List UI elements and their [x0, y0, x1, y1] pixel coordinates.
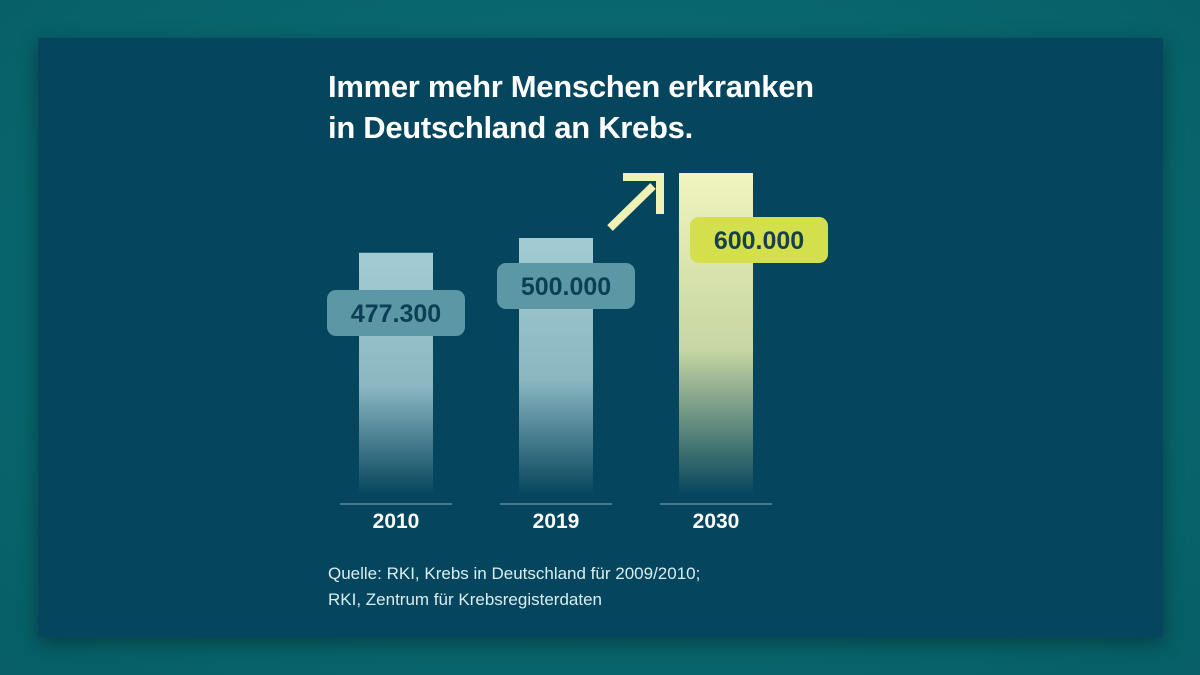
- source-line-2: RKI, Zentrum für Krebsregisterdaten: [328, 590, 603, 609]
- bar-2010: [359, 252, 433, 495]
- value-label-2019: 500.000: [521, 273, 611, 301]
- trend-arrow-head: [623, 173, 664, 214]
- bar-chart: 2010 2019 2030 477.300 500.000 600.000: [327, 173, 828, 533]
- source-note: Quelle: RKI, Krebs in Deutschland für 20…: [328, 561, 700, 613]
- chart-title: Immer mehr Menschen erkranken in Deutsch…: [328, 66, 814, 148]
- chart-title-line-2: in Deutschland an Krebs.: [328, 110, 693, 145]
- value-label-box-2030: [690, 217, 828, 263]
- source-line-1: Quelle: RKI, Krebs in Deutschland für 20…: [328, 564, 701, 583]
- trend-arrow-shaft: [607, 183, 656, 231]
- value-label-2030: 600.000: [714, 227, 804, 255]
- x-tick-label-2010: 2010: [373, 510, 420, 533]
- value-label-box-2019: [497, 263, 635, 309]
- chart-card: Immer mehr Menschen erkranken in Deutsch…: [38, 38, 1163, 637]
- x-tick-label-2030: 2030: [693, 510, 740, 533]
- chart-title-line-1: Immer mehr Menschen erkranken: [328, 69, 814, 104]
- trend-arrow-icon: [607, 173, 664, 231]
- x-tick-labels: 2010 2019 2030: [373, 510, 740, 533]
- x-tick-label-2019: 2019: [533, 510, 580, 533]
- value-labels: 477.300 500.000 600.000: [327, 217, 828, 336]
- value-label-2010: 477.300: [351, 300, 441, 328]
- value-label-box-2010: [327, 290, 465, 336]
